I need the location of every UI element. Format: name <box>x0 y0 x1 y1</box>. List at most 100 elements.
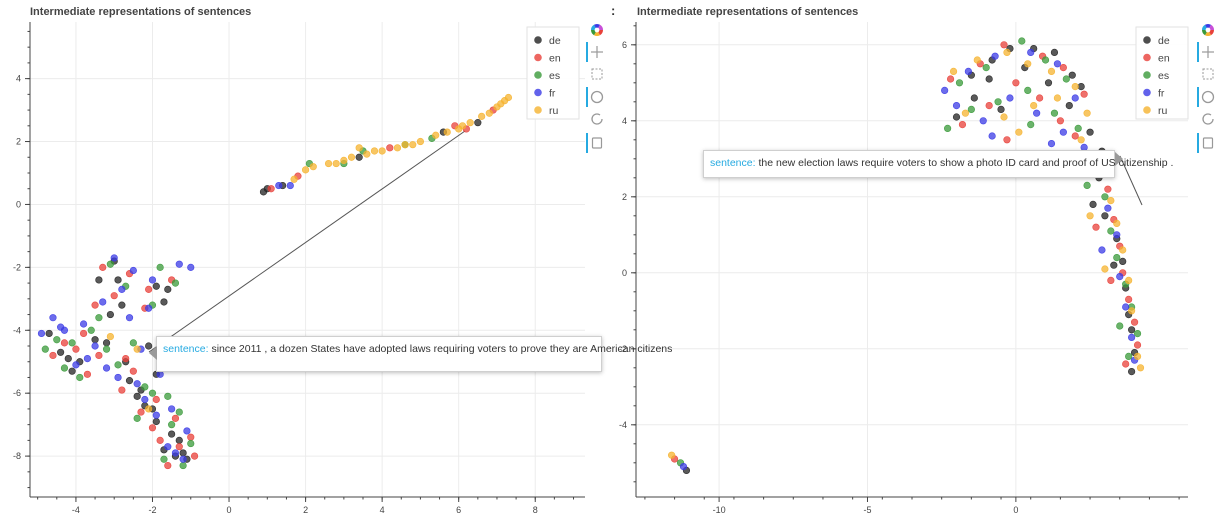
legend-label-en: en <box>1158 53 1170 65</box>
reset-icon[interactable] <box>1202 113 1214 125</box>
scatter-point-en <box>99 263 107 271</box>
legend-label-ru: ru <box>1158 105 1167 117</box>
scatter-point-fr <box>187 263 195 271</box>
y-tick-label: 4 <box>16 74 21 84</box>
scatter-point-en <box>187 433 195 441</box>
y-tick-label: 2 <box>622 192 627 202</box>
wheel-zoom-icon[interactable] <box>590 90 604 104</box>
hover-tooltip: sentence: the new election laws require … <box>703 150 1173 178</box>
legend-marker-es <box>1143 71 1151 79</box>
scatter-point-fr <box>118 285 126 293</box>
scatter-point-de <box>970 94 978 102</box>
scatter-point-ru <box>1086 212 1094 220</box>
scatter-point-es <box>68 339 76 347</box>
pan-tool-icon[interactable] <box>1202 46 1214 58</box>
scatter-point-en <box>164 461 172 470</box>
scatter-point-es <box>60 364 69 372</box>
y-tick-label: -8 <box>13 451 21 461</box>
scatter-point-de <box>985 75 993 83</box>
scatter-point-de <box>57 348 65 356</box>
scatter-point-fr <box>1104 204 1112 212</box>
active-tool-indicator <box>586 42 588 62</box>
scatter-point-de <box>1068 71 1076 79</box>
scatter-point-fr <box>49 314 57 322</box>
scatter-point-en <box>122 354 130 363</box>
scatter-point-ru <box>1047 67 1056 75</box>
scatter-point-es <box>133 414 141 422</box>
scatter-point-de <box>1089 200 1097 208</box>
scatter-point-en <box>79 329 88 338</box>
y-tick-label: 6 <box>622 40 627 50</box>
active-tool-indicator <box>586 87 588 107</box>
scatter-point-fr <box>171 449 180 457</box>
scatter-point-en <box>985 101 993 110</box>
scatter-point-fr <box>1128 333 1136 342</box>
scatter-point-fr <box>79 320 88 328</box>
scatter-point-fr <box>1047 140 1056 148</box>
y-tick-label: 4 <box>622 116 627 126</box>
scatter-point-de <box>164 285 172 293</box>
legend-marker-fr <box>534 88 542 97</box>
legend-label-fr: fr <box>1158 88 1165 100</box>
hover-tool-icon[interactable] <box>1202 137 1214 149</box>
scatter-point-de <box>91 336 99 344</box>
scatter-point-fr <box>110 254 118 262</box>
scatter-point-en <box>1071 132 1079 140</box>
scatter-point-fr <box>979 117 987 125</box>
y-tick-label: -2 <box>619 344 627 354</box>
scatter-point-es <box>106 260 114 268</box>
legend-marker-en <box>534 53 542 62</box>
scatter-point-de <box>1128 368 1136 376</box>
scatter-point-ru <box>466 119 474 127</box>
right-chart: -10 -5 0 6 4 2 0 -2 -4 Intermediate representatio… <box>619 6 1215 515</box>
legend-label-en: en <box>549 53 561 65</box>
legend-label-fr: fr <box>549 88 556 100</box>
scatter-point-fr <box>168 405 176 413</box>
scatter-point-fr <box>99 298 107 306</box>
scatter-point-fr <box>1116 273 1124 281</box>
legend-label-de: de <box>549 35 561 47</box>
scatter-point-de <box>1119 257 1127 266</box>
x-tick-label: 8 <box>533 505 538 515</box>
box-zoom-icon[interactable] <box>1202 68 1214 80</box>
scatter-point-es <box>944 124 952 132</box>
scatter-point-fr <box>991 52 999 60</box>
scatter-point-en <box>1107 276 1115 285</box>
chart-title: Intermediate representations of sentence… <box>30 6 251 18</box>
scatter-point-ru <box>401 141 409 149</box>
legend-marker-ru <box>1143 106 1151 114</box>
scatter-point-fr <box>1122 303 1130 311</box>
scatter-point-es <box>1024 86 1032 94</box>
bokeh-logo-center <box>594 27 600 33</box>
scatter-point-fr <box>988 132 996 140</box>
reset-icon[interactable] <box>591 113 603 125</box>
scatter-point-ru <box>443 128 451 136</box>
scatter-point-en <box>175 443 183 451</box>
scatter-point-en <box>137 408 145 416</box>
scatter-point-es <box>129 339 137 347</box>
scatter-point-de <box>1101 212 1109 220</box>
scatter-point-de <box>1050 48 1059 57</box>
legend-label-es: es <box>549 70 560 82</box>
wheel-zoom-icon[interactable] <box>1201 90 1215 104</box>
scatter-point-en <box>145 285 153 293</box>
scatter-point-fr <box>91 342 99 350</box>
box-zoom-icon[interactable] <box>591 68 603 80</box>
scatter-point-ru <box>1128 307 1136 315</box>
scatter-point-es <box>179 461 187 470</box>
hover-tool-icon[interactable] <box>591 137 603 149</box>
scatter-point-es <box>95 314 103 322</box>
bokeh-logo-segment <box>594 24 600 30</box>
scatter-point-fr <box>679 463 688 471</box>
pan-tool-icon[interactable] <box>591 46 603 58</box>
scatter-point-fr <box>72 361 80 369</box>
scatter-point-de <box>179 449 187 457</box>
scatter-point-ru <box>393 144 402 152</box>
chart-title: Intermediate representations of sentence… <box>637 6 858 18</box>
panel-separator-colon: : <box>611 3 616 18</box>
scatter-point-en <box>129 367 137 375</box>
scatter-point-ru <box>961 109 970 117</box>
bokeh-logo-segment <box>594 30 600 36</box>
scatter-point-ru <box>1113 219 1121 227</box>
left-chart: -4 -2 0 2 4 6 8 4 2 0 -2 -4 -6 -8 Intermediate represe… <box>13 6 604 515</box>
